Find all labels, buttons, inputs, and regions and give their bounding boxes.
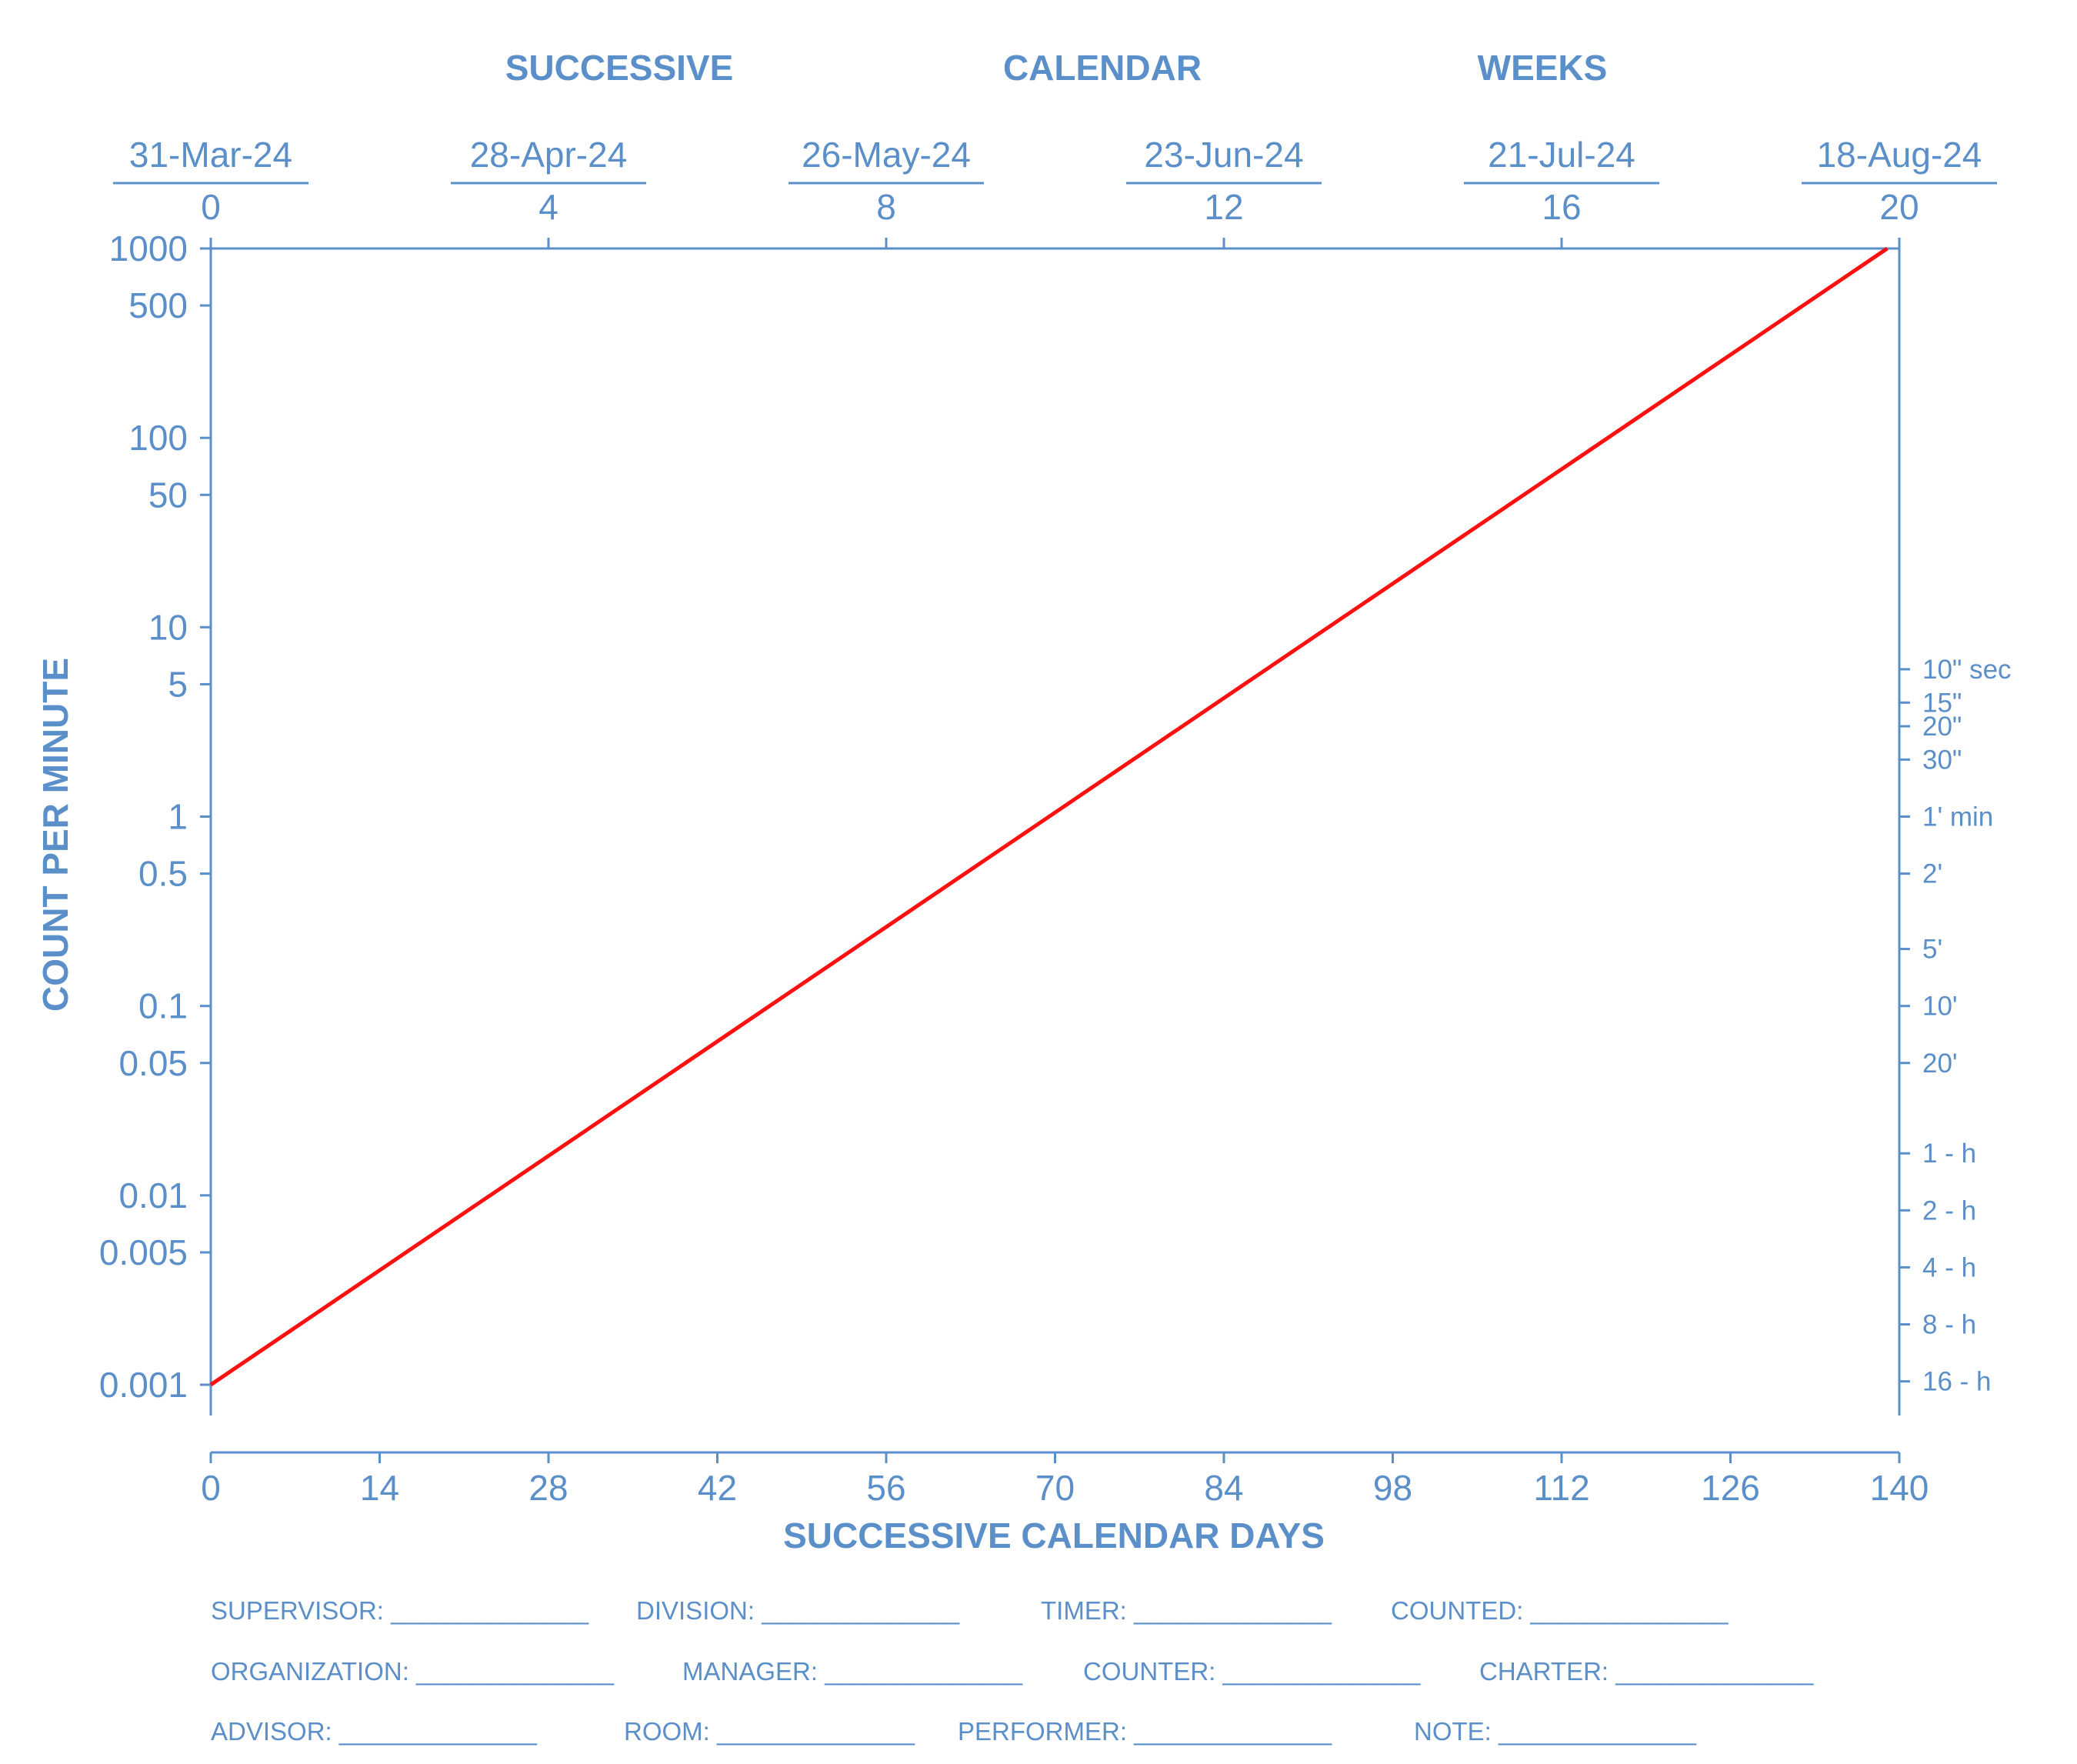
- y-tick-label: 50: [148, 475, 188, 515]
- x-tick-label: 42: [698, 1468, 737, 1508]
- top-title: SUCCESSIVE CALENDAR WEEKS: [505, 48, 1608, 88]
- form-field: COUNTED: ______________: [1391, 1596, 1729, 1625]
- form-field: CHARTER: ______________: [1479, 1657, 1814, 1686]
- form-field: MANAGER: ______________: [682, 1657, 1023, 1686]
- x-tick-label: 70: [1035, 1468, 1075, 1508]
- y-tick-label: 500: [128, 285, 188, 325]
- right-axis-label: 1' min: [1922, 802, 1993, 832]
- right-axis-label: 2 - h: [1922, 1195, 1976, 1225]
- form-field: NOTE: ______________: [1414, 1717, 1697, 1746]
- right-axis-label: 1 - h: [1922, 1139, 1976, 1169]
- x-tick-label: 84: [1204, 1468, 1243, 1508]
- right-axis-label: 20": [1922, 712, 1962, 742]
- y-tick-label: 0.05: [118, 1043, 188, 1083]
- x-tick-label: 56: [866, 1468, 905, 1508]
- top-title-word-2: CALENDAR: [1003, 48, 1202, 88]
- right-axis-label: 30": [1922, 745, 1962, 775]
- y-tick-label: 0.5: [138, 854, 188, 894]
- y-tick-label: 10: [148, 607, 188, 647]
- top-axis-week-label: 16: [1542, 187, 1581, 227]
- top-axis-week-label: 12: [1204, 187, 1243, 227]
- series-layer: [209, 246, 1889, 1387]
- form-fields: SUPERVISOR: ______________ DIVISION: ____…: [211, 1596, 1814, 1746]
- right-axis-label: 16 - h: [1922, 1367, 1992, 1397]
- top-axis-week-label: 8: [876, 187, 896, 227]
- y-tick-label: 0.005: [99, 1232, 188, 1272]
- y-tick-label: 0.001: [99, 1365, 188, 1405]
- right-axis-label: 8 - h: [1922, 1310, 1976, 1340]
- top-axis-week-label: 0: [201, 187, 221, 227]
- form-field: ORGANIZATION: ______________: [211, 1657, 615, 1686]
- right-axis-label: 4 - h: [1922, 1252, 1976, 1282]
- top-axis-weeks: 31-Mar-24 0 28-Apr-24 4 26-May-24 8 23-Jun-24 1…: [113, 135, 1997, 248]
- form-field: TIMER: ______________: [1041, 1596, 1332, 1625]
- top-axis-date: 26-May-24: [802, 135, 971, 175]
- top-title-word-1: SUCCESSIVE: [505, 48, 734, 88]
- form-field: SUPERVISOR: ______________: [211, 1596, 589, 1625]
- top-axis-date: 31-Mar-24: [129, 135, 292, 175]
- x-tick-label: 140: [1870, 1468, 1929, 1508]
- form-field: ADVISOR: ______________: [211, 1717, 537, 1746]
- top-axis-date: 21-Jul-24: [1488, 135, 1635, 175]
- top-axis-week-label: 20: [1879, 187, 1919, 227]
- right-axis-label: 5': [1922, 935, 1942, 965]
- right-axis-label: 2': [1922, 859, 1942, 889]
- right-axis-label: 10': [1922, 992, 1958, 1022]
- x-axis-days: 0 14 28 42 56 70 84 98 112 126 140: [201, 1451, 1929, 1508]
- y-tick-label: 100: [128, 418, 188, 458]
- top-axis-date: 23-Jun-24: [1144, 135, 1303, 175]
- x-tick-label: 112: [1533, 1468, 1589, 1508]
- right-axis-label: 15": [1922, 688, 1962, 718]
- y-tick-label: 0.01: [118, 1175, 188, 1215]
- top-axis-date: 18-Aug-24: [1817, 135, 1982, 175]
- form-field: ROOM: ______________: [624, 1717, 915, 1746]
- top-axis-date: 28-Apr-24: [470, 135, 628, 175]
- x-axis-label: SUCCESSIVE CALENDAR DAYS: [783, 1516, 1325, 1556]
- form-field: COUNTER: ______________: [1083, 1657, 1421, 1686]
- x-tick-label: 0: [201, 1468, 221, 1508]
- form-field: PERFORMER: ______________: [958, 1717, 1332, 1746]
- y-axis-left: 1000 500 100 50 10 5 1 0.5 0.1 0.05 0.01 0.005 0.001: [99, 228, 211, 1405]
- right-axis-label: 10" sec: [1922, 655, 2012, 685]
- top-title-word-3: WEEKS: [1478, 48, 1608, 88]
- y-tick-label: 1: [168, 797, 188, 837]
- y-tick-label: 0.1: [138, 986, 188, 1026]
- form-field: DIVISION: ______________: [636, 1596, 960, 1625]
- top-axis-week-label: 4: [538, 187, 558, 227]
- y-tick-label: 1000: [109, 228, 188, 268]
- series-line: [209, 246, 1889, 1387]
- y-tick-label: 5: [168, 664, 188, 704]
- right-axis-label: 20': [1922, 1049, 1958, 1079]
- x-tick-label: 14: [360, 1468, 399, 1508]
- x-tick-label: 126: [1701, 1468, 1760, 1508]
- plot-frame: [209, 247, 1901, 1416]
- x-tick-label: 28: [528, 1468, 568, 1508]
- x-tick-label: 98: [1373, 1468, 1412, 1508]
- y-axis-label: COUNT PER MINUTE: [35, 658, 75, 1012]
